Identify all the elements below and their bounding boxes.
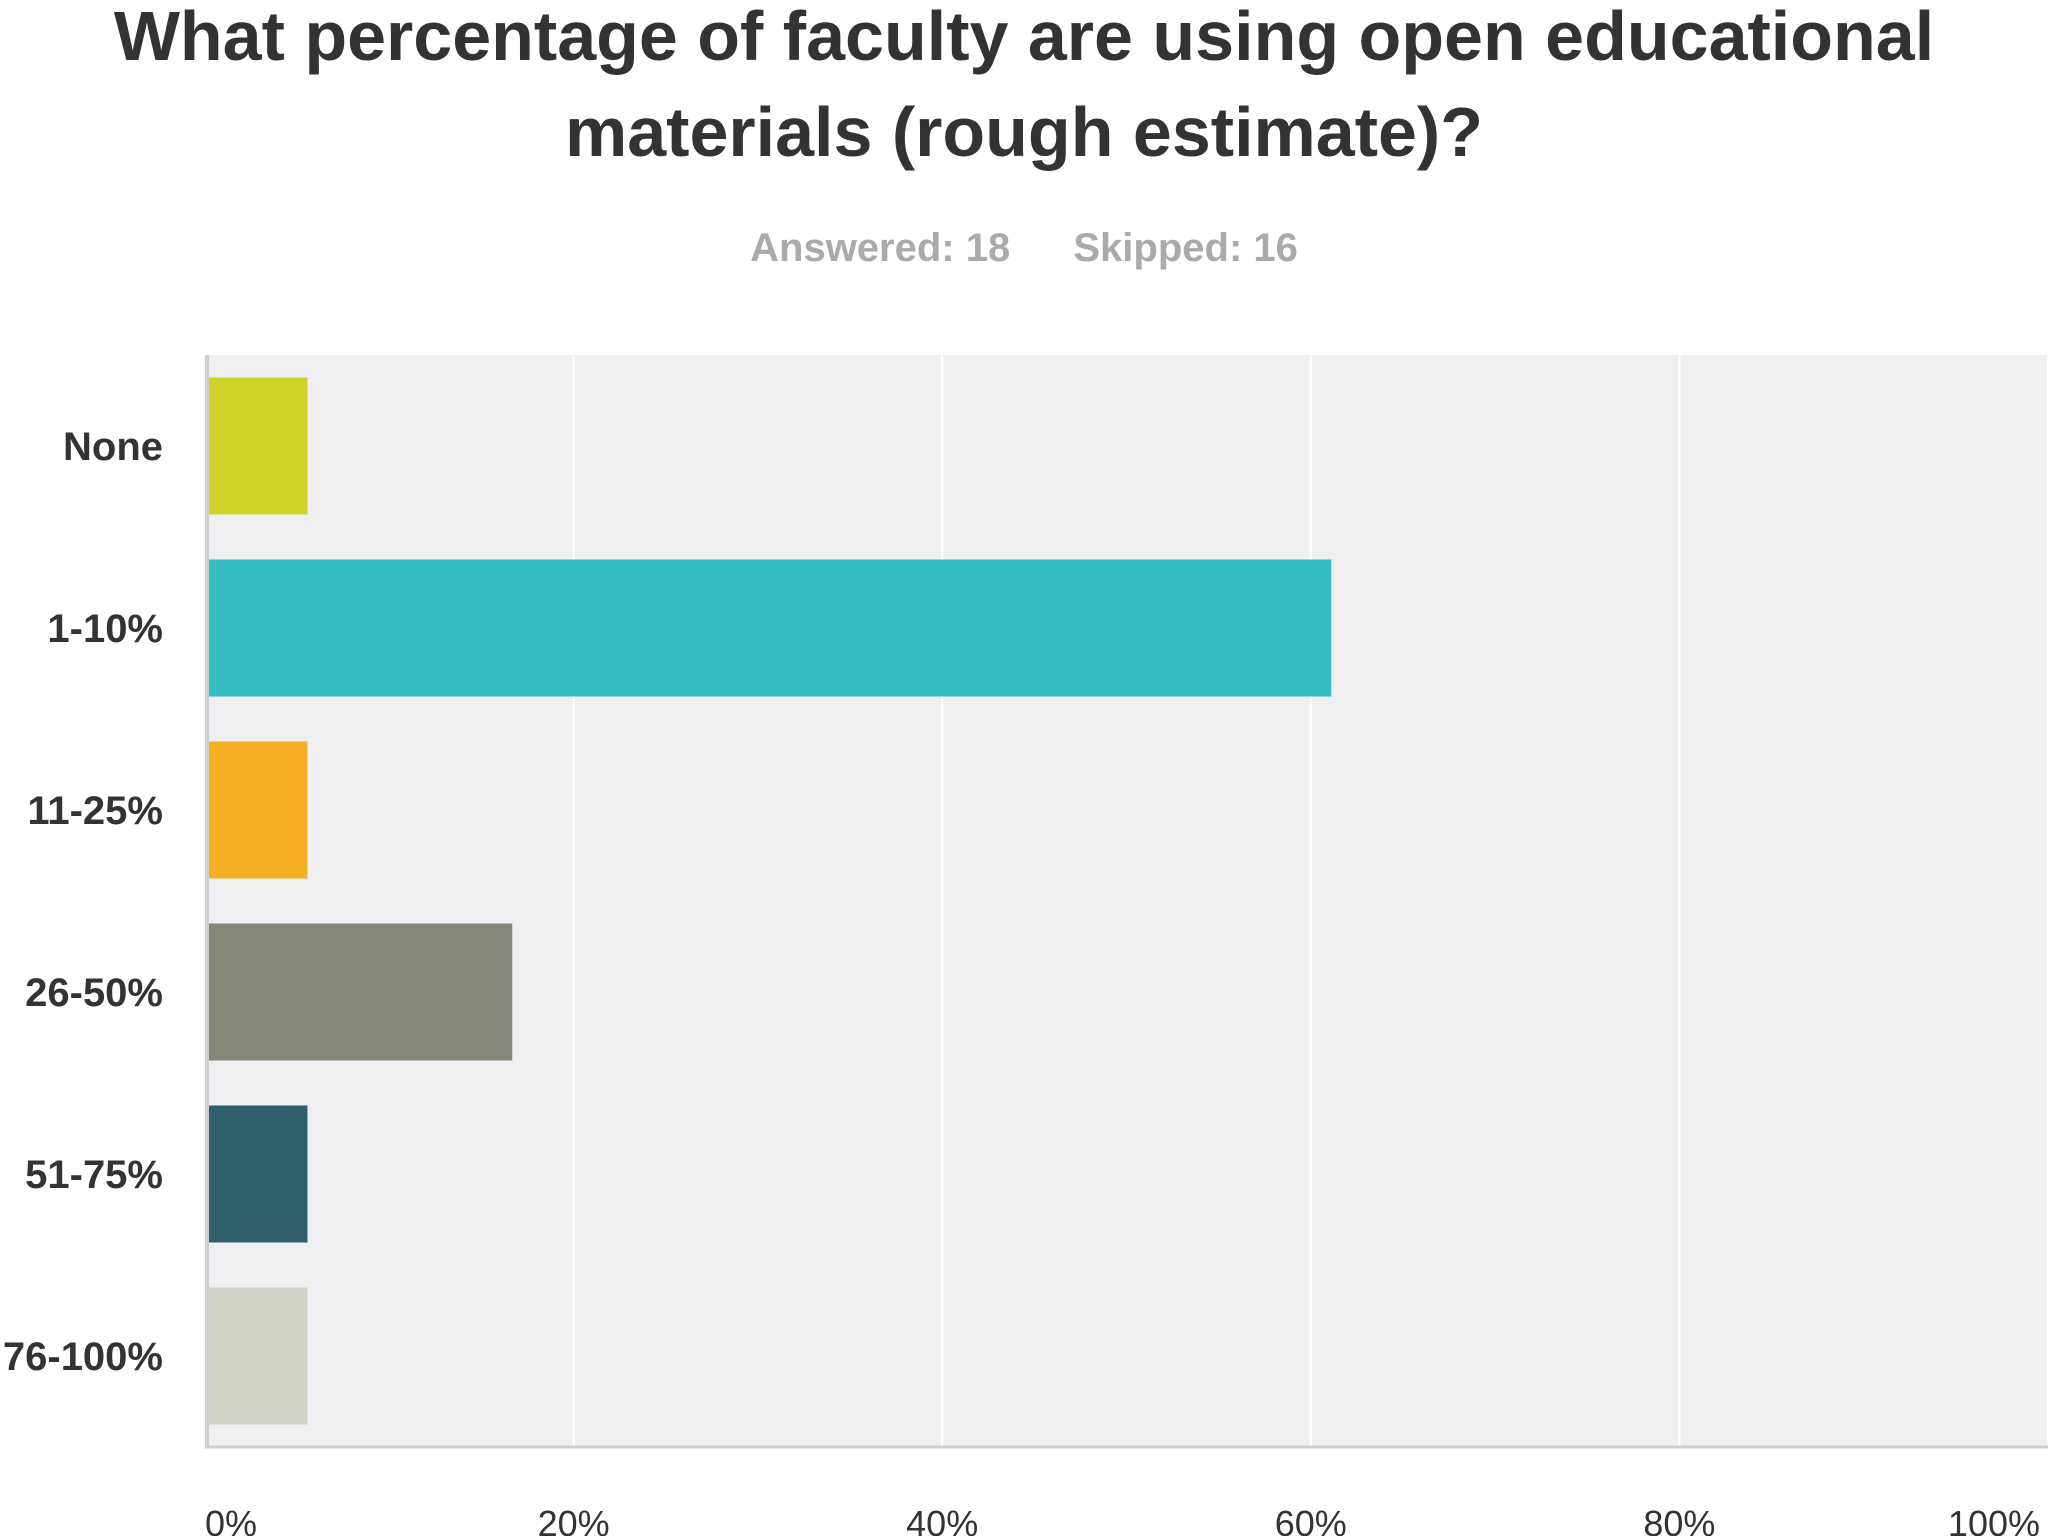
- bar-1: [209, 559, 1332, 697]
- bar-3: [209, 923, 513, 1061]
- x-tick-label-4: 80%: [1643, 1503, 1715, 1536]
- bar-0: [209, 377, 308, 515]
- response-stats: Answered: 18 Skipped: 16: [0, 220, 2048, 276]
- bar-4: [209, 1105, 308, 1243]
- category-label-2: 11-25%: [27, 789, 163, 833]
- category-label-3: 26-50%: [25, 971, 163, 1015]
- category-label-0: None: [63, 425, 163, 469]
- answered-count: Answered: 18: [750, 226, 1011, 270]
- x-tick-label-1: 20%: [538, 1503, 610, 1536]
- category-label-4: 51-75%: [25, 1153, 163, 1197]
- skipped-count: Skipped: 16: [1073, 226, 1298, 270]
- x-tick-label-5: 100%: [1948, 1503, 2040, 1536]
- x-tick-label-2: 40%: [906, 1503, 978, 1536]
- bar-5: [209, 1287, 308, 1425]
- plot-background: [205, 355, 2048, 1447]
- bar-2: [209, 741, 308, 879]
- category-label-5: 76-100%: [3, 1335, 163, 1379]
- chart-title: What percentage of faculty are using ope…: [113, 0, 1935, 171]
- x-tick-label-3: 60%: [1275, 1503, 1347, 1536]
- x-tick-label-0: 0%: [205, 1503, 257, 1536]
- category-label-1: 1-10%: [47, 607, 163, 651]
